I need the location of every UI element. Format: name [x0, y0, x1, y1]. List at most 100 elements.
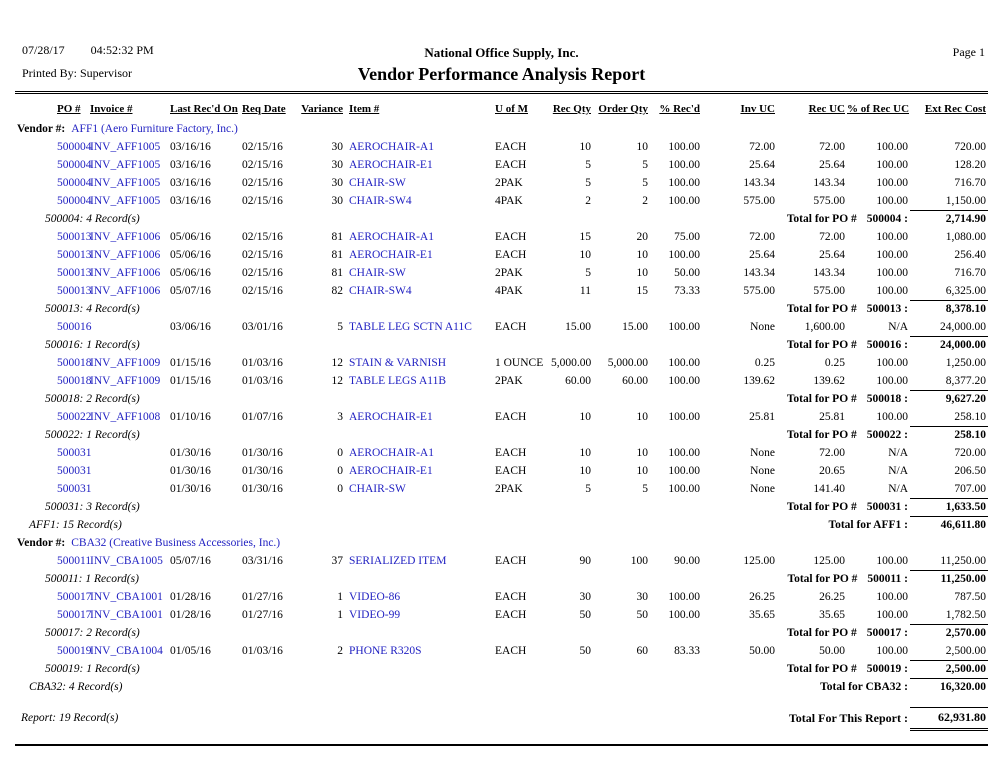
cell-inv_uc: 575.00 [743, 285, 775, 297]
vendor-name-link[interactable]: AFF1 (Aero Furniture Factory, Inc.) [71, 123, 238, 135]
cell-invoice[interactable]: INV_AFF1005 [90, 141, 161, 153]
cell-pct_recd: 50.00 [674, 267, 700, 279]
cell-pct_recd: 100.00 [668, 321, 700, 333]
row-po_total: 500018: 2 Record(s) Total for PO # 500018 … [15, 389, 988, 408]
cell-uom: EACH [495, 465, 527, 477]
cell-po[interactable]: 500013 [57, 249, 92, 261]
cell-invoice[interactable]: INV_AFF1005 [90, 195, 161, 207]
cell-last_recd: 01/28/16 [170, 591, 211, 603]
cell-po[interactable]: 500013 [57, 267, 92, 279]
cell-pct_rec_uc: N/A [888, 321, 908, 333]
cell-invoice[interactable]: INV_CBA1001 [90, 591, 163, 603]
cell-invoice[interactable]: INV_CBA1005 [90, 555, 163, 567]
spacer-cell [15, 696, 988, 707]
row-detail: 500004 INV_AFF1005 03/16/16 02/15/16 30 CHAIR… [15, 174, 988, 192]
cell-item[interactable]: SERIALIZED ITEM [349, 555, 447, 567]
report-table: PO # Invoice # Last Rec'd On Req Date Varian… [15, 98, 988, 731]
cell-po[interactable]: 500018 [57, 357, 92, 369]
cell-po[interactable]: 500016 [57, 321, 92, 333]
cell-inv_uc: None [750, 321, 775, 333]
cell-item[interactable]: VIDEO-86 [349, 591, 401, 603]
cell-last_recd: 05/06/16 [170, 231, 211, 243]
row-po_total: 500013: 4 Record(s) Total for PO # 500013 … [15, 299, 988, 318]
cell-po[interactable]: 500031 [57, 447, 92, 459]
record-count: 500031: 3 Record(s) [45, 501, 140, 513]
cell-uom: EACH [495, 321, 527, 333]
cell-po[interactable]: 500013 [57, 231, 92, 243]
cell-ext: 716.70 [954, 267, 986, 279]
cell-item[interactable]: CHAIR-SW [349, 177, 406, 189]
cell-rec_qty: 10 [579, 465, 592, 477]
cell-item[interactable]: AEROCHAIR-E1 [349, 411, 433, 423]
cell-last_recd: 05/07/16 [170, 555, 211, 567]
total-label-cell: Total for CBA32 : [702, 678, 910, 696]
cell-ext: 11,250.00 [940, 554, 986, 567]
cell-po[interactable]: 500004 [57, 195, 92, 207]
row-po_total: 500019: 1 Record(s) Total for PO # 500019 … [15, 659, 988, 678]
cell-po[interactable]: 500004 [57, 159, 92, 171]
print-datetime: 07/28/17 04:52:32 PM [22, 43, 154, 58]
cell-inv_uc: None [750, 465, 775, 477]
cell-order_qty: 10 [636, 411, 649, 423]
cell-item[interactable]: AEROCHAIR-E1 [349, 465, 433, 477]
cell-pct_recd: 100.00 [668, 357, 700, 369]
cell-po[interactable]: 500031 [57, 483, 92, 495]
total-po-number: 500016 : [866, 339, 908, 351]
cell-item[interactable]: AEROCHAIR-E1 [349, 159, 433, 171]
cell-inv_uc: 125.00 [743, 555, 775, 567]
record-count: 500004: 4 Record(s) [45, 213, 140, 225]
cell-invoice[interactable]: INV_AFF1005 [90, 159, 161, 171]
cell-po[interactable]: 500017 [57, 591, 92, 603]
cell-item[interactable]: AEROCHAIR-A1 [349, 231, 434, 243]
cell-po[interactable]: 500019 [57, 645, 92, 657]
cell-invoice[interactable]: INV_AFF1005 [90, 177, 161, 189]
cell-item[interactable]: AEROCHAIR-E1 [349, 249, 433, 261]
cell-invoice[interactable]: INV_AFF1006 [90, 249, 161, 261]
cell-item[interactable]: CHAIR-SW [349, 483, 406, 495]
cell-po[interactable]: 500004 [57, 141, 92, 153]
total-label: Total for CBA32 : [820, 681, 908, 693]
cell-invoice[interactable]: INV_AFF1009 [90, 357, 161, 369]
vendor-name-link[interactable]: CBA32 (Creative Business Accessories, In… [71, 537, 281, 549]
cell-order_qty: 60 [636, 645, 649, 657]
cell-item[interactable]: PHONE R320S [349, 645, 422, 657]
cell-item[interactable]: AEROCHAIR-A1 [349, 141, 434, 153]
cell-po[interactable]: 500031 [57, 465, 92, 477]
total-value: 9,627.20 [910, 389, 988, 408]
cell-invoice[interactable]: INV_AFF1006 [90, 231, 161, 243]
cell-last_recd: 03/16/16 [170, 159, 211, 171]
cell-po[interactable]: 500017 [57, 609, 92, 621]
cell-pct_rec_uc: 100.00 [876, 231, 908, 243]
cell-po[interactable]: 500018 [57, 375, 92, 387]
cell-item[interactable]: TABLE LEG SCTN A11C [349, 321, 472, 333]
cell-req_date: 02/15/16 [242, 231, 283, 243]
record-count-cell: 500013: 4 Record(s) [15, 300, 702, 318]
cell-po[interactable]: 500013 [57, 285, 92, 297]
record-count-cell: Report: 19 Record(s) [15, 707, 702, 729]
cell-invoice[interactable]: INV_CBA1004 [90, 645, 163, 657]
total-label-cell: Total for PO # 500018 : [702, 390, 910, 408]
cell-rec_qty: 5 [585, 483, 591, 495]
cell-item[interactable]: CHAIR-SW4 [349, 195, 412, 207]
cell-invoice[interactable]: INV_AFF1006 [90, 285, 161, 297]
cell-rec_uc: 25.64 [819, 249, 845, 261]
cell-item[interactable]: VIDEO-99 [349, 609, 401, 621]
cell-last_recd: 03/16/16 [170, 195, 211, 207]
cell-invoice[interactable]: INV_AFF1008 [90, 411, 161, 423]
cell-item[interactable]: STAIN & VARNISH [349, 357, 447, 369]
cell-item[interactable]: AEROCHAIR-A1 [349, 447, 434, 459]
cell-item[interactable]: TABLE LEGS A11B [349, 375, 447, 387]
report-table-body: Vendor #: AFF1 (Aero Furniture Factory, I… [15, 120, 988, 731]
total-label-cell: Total For This Report : [702, 707, 910, 729]
cell-invoice[interactable]: INV_AFF1009 [90, 375, 161, 387]
cell-req_date: 01/03/16 [242, 375, 283, 387]
cell-pct_recd: 100.00 [668, 249, 700, 261]
cell-po[interactable]: 500004 [57, 177, 92, 189]
cell-invoice[interactable]: INV_AFF1006 [90, 267, 161, 279]
cell-po[interactable]: 500011 [57, 555, 92, 567]
cell-item[interactable]: CHAIR-SW [349, 267, 406, 279]
cell-item[interactable]: CHAIR-SW4 [349, 285, 412, 297]
cell-invoice[interactable]: INV_CBA1001 [90, 609, 163, 621]
total-value: 24,000.00 [910, 335, 988, 354]
cell-po[interactable]: 500022 [57, 411, 92, 423]
